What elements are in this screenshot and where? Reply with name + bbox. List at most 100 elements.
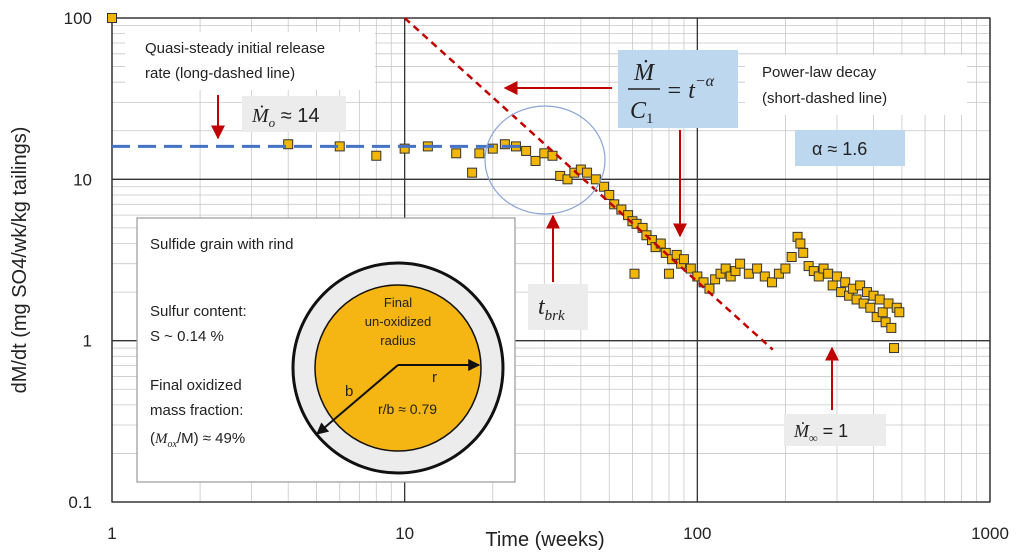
- data-point: [499, 139, 510, 150]
- rest: = 1: [818, 421, 849, 441]
- data-point: [663, 268, 674, 279]
- annotations: Quasi-steady initial release rate (long-…: [125, 32, 967, 446]
- data-point: [773, 268, 784, 279]
- label-box: [784, 414, 886, 446]
- inset-text: S ~ 0.14 %: [150, 328, 224, 345]
- open: (: [150, 430, 155, 447]
- symbol: t: [538, 294, 546, 320]
- b-label: b: [345, 383, 353, 400]
- data-point: [371, 150, 382, 161]
- core-label: un-oxidized: [365, 314, 432, 329]
- data-point: [827, 280, 838, 291]
- inset-title: Sulfide grain with rind: [150, 236, 293, 253]
- y-axis-label: dM/dt (mg SO4/wk/kg tailings): [9, 127, 31, 394]
- data-point: [735, 258, 746, 269]
- data-point: [710, 274, 721, 285]
- data-point: [474, 148, 485, 159]
- data-point: [894, 307, 905, 318]
- data-point: [880, 317, 891, 328]
- data-point: [883, 298, 894, 309]
- sub: ∞: [809, 431, 818, 445]
- y-tick-label: 1: [83, 332, 92, 351]
- alpha-label: α ≈ 1.6: [812, 139, 867, 159]
- data-point: [629, 268, 640, 279]
- ratio-label: r/b ≈ 0.79: [378, 401, 437, 417]
- data-point: [451, 148, 462, 159]
- inset-text: mass fraction:: [150, 402, 243, 419]
- denominator: C1: [630, 98, 654, 127]
- y-tick-label: 0.1: [68, 493, 92, 512]
- data-point: [798, 247, 809, 258]
- note: rate (long-dashed line): [145, 65, 295, 82]
- trend-line: [403, 17, 774, 351]
- y-tick-label: 10: [73, 170, 92, 189]
- inset: Sulfide grain with rind Sulfur content: …: [136, 217, 516, 483]
- data-point: [562, 174, 573, 185]
- data-point: [467, 167, 478, 178]
- grain-core: [314, 284, 482, 452]
- data-point: [886, 322, 897, 333]
- sub: o: [269, 115, 276, 130]
- inset-text: (Mox/M) ≈ 49%: [150, 430, 245, 450]
- note-box: [125, 32, 375, 90]
- data-point: [780, 263, 791, 274]
- data-point: [752, 263, 763, 274]
- inset-text: Final oxidized: [150, 377, 242, 394]
- rhs-sup: −α: [695, 73, 715, 90]
- breakpoint-circle: [484, 105, 606, 215]
- data-point: [582, 167, 593, 178]
- data-point: [759, 271, 770, 282]
- symbol: M: [154, 431, 169, 447]
- label-box: [242, 96, 346, 132]
- den-sub: 1: [646, 111, 654, 127]
- core-label: Final: [384, 295, 412, 310]
- m0-label: Ṁo ≈ 14: [251, 104, 320, 130]
- data-point: [767, 277, 778, 288]
- data-point: [590, 174, 601, 185]
- symbol: Ṁ: [793, 421, 810, 441]
- tbrk-label: tbrk: [538, 294, 565, 324]
- symbol: Ṁ: [251, 104, 270, 127]
- label-box: [528, 284, 588, 330]
- data-point: [840, 277, 851, 288]
- rest: ≈ 14: [275, 105, 319, 127]
- data-point: [877, 307, 888, 318]
- rhs: = t: [666, 78, 696, 104]
- data-point: [539, 148, 550, 159]
- data-point: [530, 155, 541, 166]
- note: (short-dashed line): [762, 90, 887, 107]
- note-box: [745, 55, 967, 115]
- data-point: [795, 238, 806, 249]
- label-box: [795, 130, 905, 166]
- data-point: [823, 268, 834, 279]
- data-point: [547, 150, 558, 161]
- data-point: [803, 261, 814, 272]
- data-point: [865, 302, 876, 313]
- rhs: = t−α: [666, 73, 715, 104]
- core-label: radius: [380, 333, 416, 348]
- data-point: [855, 280, 866, 291]
- data-point: [487, 143, 498, 154]
- data-point: [107, 13, 117, 23]
- data-point: [831, 271, 842, 282]
- y-tick-label: 100: [64, 9, 92, 28]
- x-axis-label: Time (weeks): [485, 529, 604, 551]
- data-point: [283, 139, 294, 150]
- x-tick-label: 1000: [971, 524, 1009, 543]
- data-point: [521, 145, 532, 156]
- data-point: [889, 343, 900, 354]
- radius-line: [316, 364, 399, 435]
- data-point: [685, 263, 696, 274]
- data-point: [399, 143, 410, 154]
- data-point: [874, 294, 885, 305]
- plot-area: [107, 13, 905, 354]
- data-point: [599, 181, 610, 192]
- x-tick-label: 1: [107, 524, 116, 543]
- data-point: [678, 254, 689, 265]
- note: Quasi-steady initial release: [145, 40, 325, 57]
- rest: /M) ≈ 49%: [177, 430, 245, 447]
- data-point: [743, 268, 754, 279]
- plot-border: [111, 17, 991, 503]
- sub: ox: [168, 439, 178, 450]
